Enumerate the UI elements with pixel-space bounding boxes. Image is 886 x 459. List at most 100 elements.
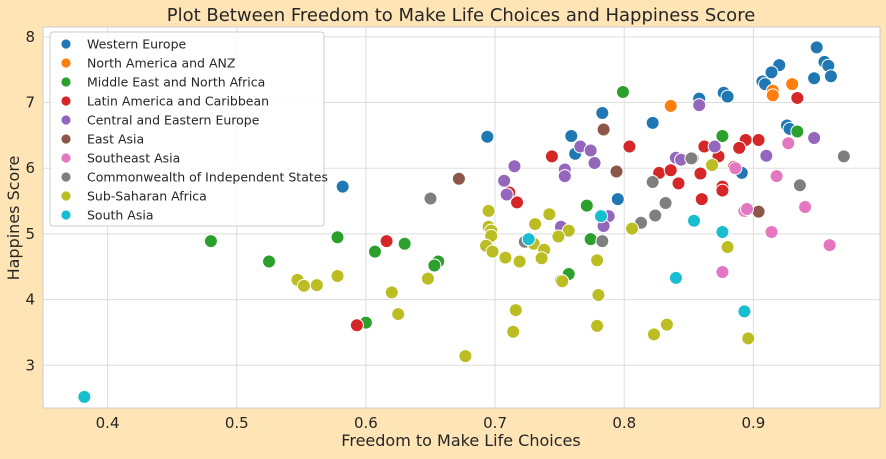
point-central-and-eastern-europe — [499, 187, 514, 202]
legend-label: East Asia — [87, 132, 144, 147]
legend-marker — [60, 190, 72, 202]
point-middle-east-and-north-africa — [262, 254, 277, 269]
y-tick-label: 6 — [25, 159, 35, 177]
point-latin-america-and-caribbean — [715, 183, 730, 198]
point-sub-saharan-africa — [591, 288, 606, 303]
point-western-europe — [335, 179, 350, 194]
point-sub-saharan-africa — [590, 318, 605, 333]
point-latin-america-and-caribbean — [663, 163, 678, 178]
point-sub-saharan-africa — [508, 303, 523, 318]
point-central-and-eastern-europe — [507, 159, 522, 174]
point-east-asia — [451, 171, 466, 186]
point-central-and-eastern-europe — [557, 169, 572, 184]
point-east-asia — [751, 204, 766, 219]
point-south-asia — [737, 304, 752, 319]
legend-label: Central and Eastern Europe — [87, 113, 260, 128]
point-middle-east-and-north-africa — [330, 230, 345, 245]
x-tick-label: 0.5 — [225, 414, 249, 432]
point-western-europe — [823, 69, 838, 84]
point-sub-saharan-africa — [481, 203, 496, 218]
y-axis-label: Happines Score — [4, 156, 23, 281]
point-southeast-asia — [739, 201, 754, 216]
point-sub-saharan-africa — [741, 331, 756, 346]
legend-marker — [60, 76, 72, 88]
point-north-america-and-anz — [765, 88, 780, 103]
point-sub-saharan-africa — [506, 324, 521, 339]
point-central-and-eastern-europe — [707, 139, 722, 154]
point-western-europe — [645, 115, 660, 130]
point-south-asia — [77, 389, 92, 404]
point-latin-america-and-caribbean — [544, 149, 559, 164]
point-western-europe — [610, 192, 625, 207]
y-tick-label: 7 — [25, 94, 35, 112]
point-sub-saharan-africa — [555, 274, 570, 289]
point-central-and-eastern-europe — [807, 131, 822, 146]
point-central-and-eastern-europe — [583, 143, 598, 158]
point-commonwealth-of-independent-states — [658, 196, 673, 211]
legend-label: Commonwealth of Independent States — [87, 170, 328, 185]
point-latin-america-and-caribbean — [622, 139, 637, 154]
point-sub-saharan-africa — [498, 250, 513, 265]
point-sub-saharan-africa — [512, 254, 527, 269]
point-western-europe — [564, 129, 579, 144]
legend-label: Latin America and Caribbean — [87, 94, 269, 109]
point-central-and-eastern-europe — [692, 98, 707, 113]
legend-label: Middle East and North Africa — [87, 75, 265, 90]
point-east-asia — [596, 122, 611, 137]
legend-marker — [60, 133, 72, 145]
legend-marker — [60, 152, 72, 164]
y-tick-label: 5 — [25, 225, 35, 243]
point-latin-america-and-caribbean — [349, 318, 364, 333]
point-commonwealth-of-independent-states — [645, 175, 660, 190]
point-latin-america-and-caribbean — [693, 166, 708, 181]
point-sub-saharan-africa — [420, 271, 435, 286]
point-southeast-asia — [764, 224, 779, 239]
legend-marker — [60, 209, 72, 221]
point-western-europe — [595, 106, 610, 121]
point-south-asia — [715, 224, 730, 239]
point-commonwealth-of-independent-states — [595, 234, 610, 249]
legend-label: Sub-Saharan Africa — [87, 189, 207, 204]
point-latin-america-and-caribbean — [732, 140, 747, 155]
point-southeast-asia — [769, 169, 784, 184]
point-sub-saharan-africa — [309, 278, 324, 293]
points-layer — [77, 40, 851, 404]
point-sub-saharan-africa — [720, 240, 735, 255]
point-western-europe — [807, 71, 822, 86]
legend-marker — [60, 38, 72, 50]
point-sub-saharan-africa — [384, 285, 399, 300]
point-sub-saharan-africa — [646, 327, 661, 342]
point-sub-saharan-africa — [625, 221, 639, 236]
point-commonwealth-of-independent-states — [423, 191, 438, 206]
point-middle-east-and-north-africa — [583, 232, 598, 247]
point-middle-east-and-north-africa — [397, 236, 412, 251]
y-tick-label: 3 — [25, 356, 35, 374]
point-commonwealth-of-independent-states — [792, 178, 807, 193]
legend-marker — [60, 114, 72, 126]
point-latin-america-and-caribbean — [510, 195, 525, 210]
point-sub-saharan-africa — [705, 157, 720, 172]
legend-label: North America and ANZ — [87, 56, 235, 71]
point-middle-east-and-north-africa — [715, 129, 730, 144]
point-south-asia — [687, 213, 701, 228]
point-middle-east-and-north-africa — [615, 85, 630, 100]
legend-marker — [60, 171, 72, 183]
point-southeast-asia — [781, 136, 796, 151]
point-central-and-eastern-europe — [759, 148, 774, 163]
legend-marker — [60, 95, 72, 107]
point-sub-saharan-africa — [551, 229, 566, 244]
point-middle-east-and-north-africa — [367, 244, 382, 259]
point-southeast-asia — [728, 161, 743, 176]
point-middle-east-and-north-africa — [790, 124, 805, 139]
point-western-europe — [764, 65, 779, 80]
x-tick-label: 0.8 — [612, 414, 636, 432]
x-tick-label: 0.6 — [354, 414, 378, 432]
point-latin-america-and-caribbean — [694, 192, 709, 207]
point-east-asia — [609, 164, 624, 179]
point-southeast-asia — [798, 199, 813, 214]
x-tick-label: 0.9 — [741, 414, 765, 432]
point-sub-saharan-africa — [458, 349, 473, 364]
legend-box — [49, 31, 325, 227]
point-south-asia — [668, 270, 683, 285]
